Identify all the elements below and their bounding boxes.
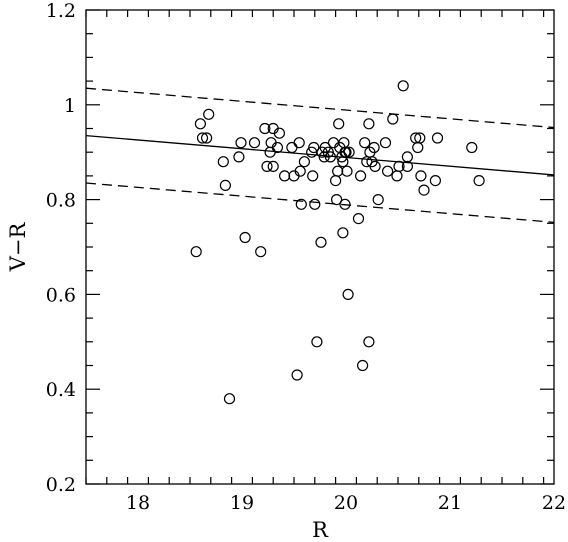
- data-point: [332, 165, 344, 177]
- data-point: [219, 179, 231, 191]
- axis-tick-labels: 18 19 20 21 22 0.2 0.4 0.6 0.8 1 1.2: [46, 0, 566, 514]
- data-point: [429, 175, 441, 187]
- data-point: [357, 359, 369, 372]
- data-point: [368, 141, 380, 154]
- data-point: [339, 198, 351, 210]
- y-tick-label: 0.6: [46, 284, 76, 306]
- y-tick-label: 0.8: [46, 190, 76, 212]
- y-tick-label: 1: [64, 95, 76, 117]
- data-point: [286, 141, 298, 154]
- data-point: [315, 236, 327, 248]
- data-point: [239, 231, 251, 244]
- data-point: [343, 146, 355, 158]
- data-point: [414, 132, 426, 144]
- data-point: [291, 369, 303, 381]
- y-tick-label: 0.4: [46, 379, 76, 401]
- data-points: [190, 80, 485, 405]
- data-point: [261, 160, 273, 172]
- data-point: [397, 80, 409, 92]
- data-point: [196, 132, 209, 144]
- axis-ticks: [85, 9, 554, 485]
- data-point: [363, 118, 375, 130]
- data-point: [217, 156, 229, 168]
- data-point: [359, 137, 371, 149]
- data-point: [233, 151, 245, 163]
- y-axis-label: V−R: [6, 222, 30, 273]
- data-point: [473, 175, 485, 187]
- data-point: [248, 137, 261, 149]
- data-point: [466, 141, 478, 154]
- data-point: [393, 160, 405, 172]
- data-point: [307, 170, 319, 182]
- data-point: [412, 141, 424, 154]
- data-point: [333, 118, 345, 130]
- x-tick-label: 22: [542, 492, 566, 514]
- y-tick-label: 1.2: [46, 0, 76, 22]
- data-point: [330, 175, 342, 187]
- data-point: [415, 170, 427, 182]
- data-point: [324, 151, 336, 163]
- data-point: [203, 108, 215, 120]
- data-point: [279, 170, 291, 182]
- data-point: [372, 194, 384, 206]
- data-point: [352, 213, 365, 225]
- bound-line-2: [85, 182, 555, 223]
- data-point: [255, 246, 267, 258]
- data-point: [267, 160, 279, 172]
- x-tick-label: 18: [126, 492, 150, 514]
- data-point: [308, 141, 320, 154]
- x-axis-label: R: [312, 518, 329, 542]
- x-tick-label: 19: [230, 492, 254, 514]
- data-point: [337, 227, 349, 239]
- data-point: [331, 194, 343, 206]
- data-point: [342, 288, 354, 300]
- data-point: [401, 151, 413, 163]
- data-point: [309, 198, 321, 210]
- data-point: [379, 137, 392, 149]
- data-point: [363, 336, 375, 348]
- data-point: [194, 118, 206, 130]
- data-point: [293, 137, 305, 149]
- data-point: [294, 165, 306, 177]
- x-tick-label: 20: [334, 492, 358, 514]
- data-point: [259, 122, 271, 135]
- data-point: [382, 165, 394, 177]
- data-point: [271, 141, 283, 154]
- y-tick-label: 0.2: [46, 474, 76, 496]
- data-point: [235, 137, 247, 149]
- data-point: [295, 198, 307, 210]
- data-point: [190, 246, 202, 258]
- data-point: [223, 393, 236, 405]
- data-point: [387, 113, 399, 125]
- data-point: [391, 170, 403, 182]
- data-point: [341, 165, 353, 177]
- data-point: [273, 127, 285, 139]
- data-point: [201, 132, 213, 144]
- bound-line-1: [85, 87, 555, 129]
- data-point: [298, 156, 310, 168]
- data-point: [311, 336, 323, 348]
- data-point: [264, 146, 276, 158]
- data-point: [340, 146, 352, 158]
- data-point: [355, 170, 367, 182]
- x-tick-label: 21: [438, 492, 462, 514]
- data-point: [369, 160, 381, 172]
- data-point: [431, 132, 444, 144]
- data-point: [418, 184, 430, 196]
- data-point: [401, 160, 413, 172]
